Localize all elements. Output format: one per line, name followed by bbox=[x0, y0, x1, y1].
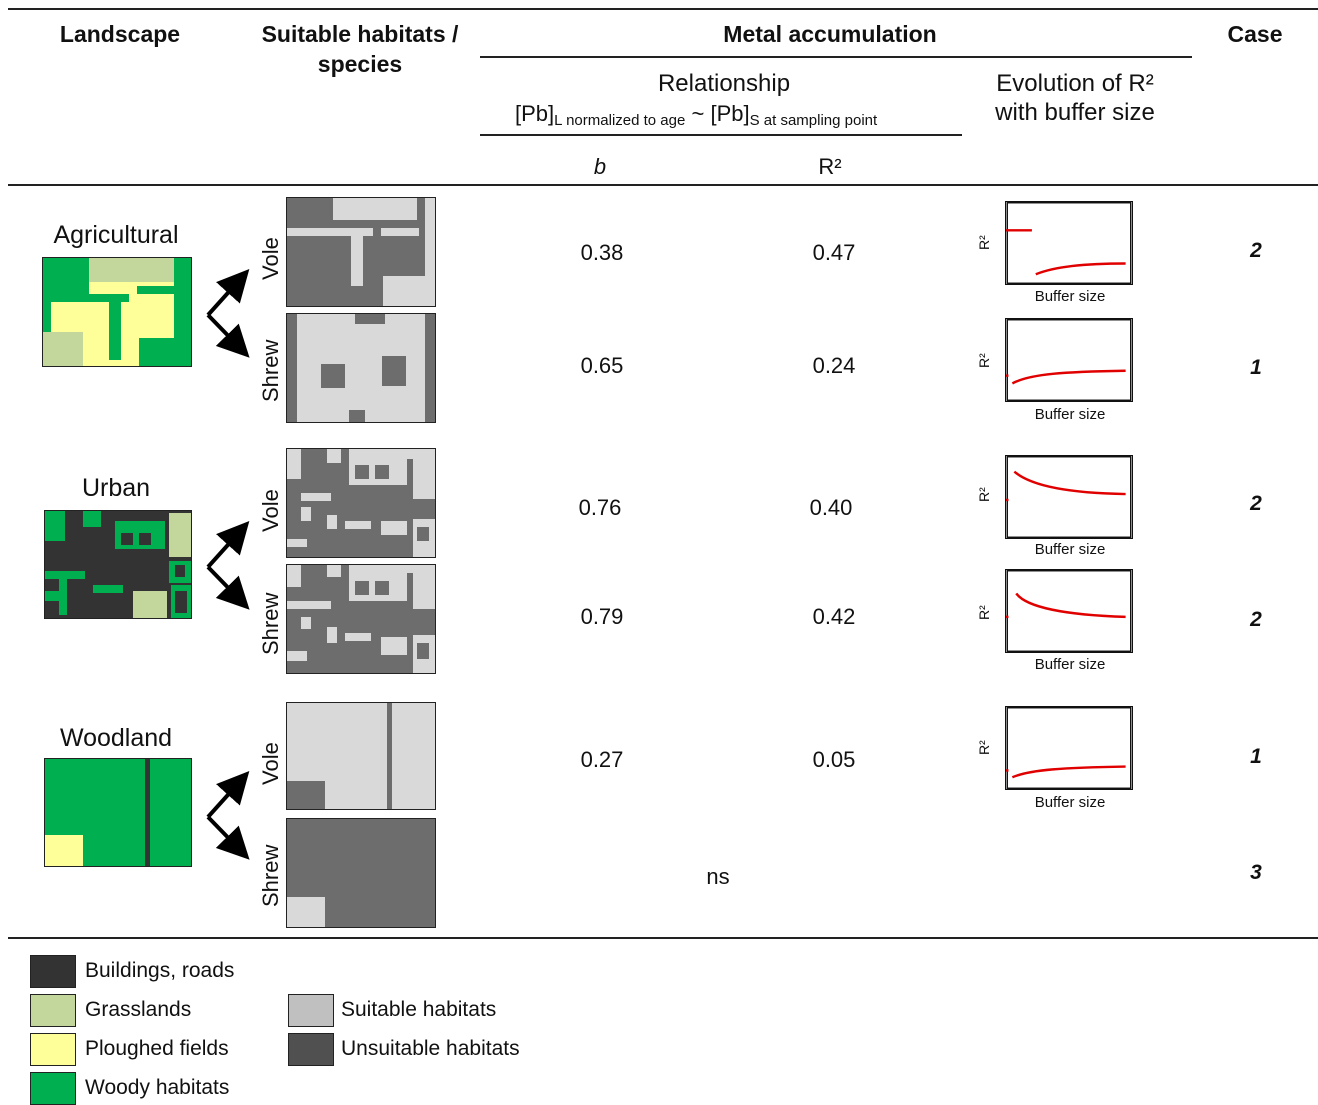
row-urban-vole-r2: 0.40 bbox=[809, 495, 853, 520]
formula-right-sub: S at sampling point bbox=[749, 112, 878, 129]
urban-branch-arrows bbox=[206, 521, 250, 610]
landscape-urban-title: Urban bbox=[81, 474, 151, 502]
mini-chart-2-y-label: R² bbox=[976, 353, 992, 368]
row-agri-shrew-b: 0.65 bbox=[580, 353, 624, 378]
urban-vole-habitat-map bbox=[286, 448, 436, 558]
header-suitable-habitats: Suitable habitats / species bbox=[261, 21, 459, 77]
header-evolution-line1: Evolution of R² bbox=[996, 70, 1154, 97]
legend-swatch-woody bbox=[30, 1072, 76, 1105]
woodland-landscape-map bbox=[44, 758, 192, 867]
row-agri-shrew-r2: 0.24 bbox=[812, 353, 856, 378]
species-label-shrew-woodland: Shrew bbox=[258, 844, 283, 907]
mini-chart-agri-shrew bbox=[1005, 318, 1133, 402]
formula-tilde: ~ bbox=[691, 101, 705, 126]
mini-chart-4-y-label: R² bbox=[976, 605, 992, 620]
mini-chart-3-x-label: Buffer size bbox=[1034, 541, 1106, 558]
urban-shrew-habitat-map bbox=[286, 564, 436, 674]
row-agri-vole-case: 2 bbox=[1250, 239, 1262, 262]
row-wood-shrew-ns: ns bbox=[706, 864, 730, 889]
agricultural-landscape-map bbox=[42, 257, 192, 367]
row-urban-shrew-r2: 0.42 bbox=[812, 604, 856, 629]
relationship-rule bbox=[480, 134, 962, 136]
legend-swatch-ploughed bbox=[30, 1033, 76, 1066]
landscape-woodland-title: Woodland bbox=[59, 724, 173, 752]
row-wood-shrew-case: 3 bbox=[1250, 861, 1262, 884]
woodland-shrew-habitat-map bbox=[286, 818, 436, 928]
woodland-branch-arrows bbox=[206, 771, 250, 860]
mini-chart-1-y-label: R² bbox=[976, 235, 992, 250]
mini-chart-5-x-label: Buffer size bbox=[1034, 794, 1106, 811]
row-wood-vole-b: 0.27 bbox=[580, 747, 624, 772]
mini-chart-5-y-label: R² bbox=[976, 740, 992, 755]
species-label-vole-woodland: Vole bbox=[258, 742, 283, 785]
header-bottom-rule bbox=[8, 184, 1318, 186]
header-case: Case bbox=[1227, 21, 1283, 47]
mini-chart-3-y-label: R² bbox=[976, 487, 992, 502]
header-col-b: b bbox=[593, 154, 607, 179]
mini-chart-5-curve bbox=[1011, 765, 1126, 779]
mini-chart-2-curve bbox=[1011, 369, 1126, 385]
legend-label-buildings: Buildings, roads bbox=[85, 959, 235, 982]
legend-swatch-suitable bbox=[288, 994, 334, 1027]
header-col-r2: R² bbox=[818, 154, 842, 179]
species-label-vole-urban: Vole bbox=[258, 489, 283, 532]
row-urban-vole-b: 0.76 bbox=[578, 495, 622, 520]
urban-landscape-map bbox=[44, 510, 192, 619]
mini-chart-3-curve bbox=[1013, 470, 1126, 496]
header-relationship: Relationship bbox=[657, 70, 791, 97]
row-agri-vole-b: 0.38 bbox=[580, 240, 624, 265]
header-landscape: Landscape bbox=[59, 21, 181, 47]
legend-label-unsuitable: Unsuitable habitats bbox=[341, 1037, 520, 1060]
row-agri-shrew-case: 1 bbox=[1250, 356, 1262, 379]
formula-left: [Pb] bbox=[515, 101, 555, 126]
header-metal-accumulation: Metal accumulation bbox=[723, 21, 937, 47]
species-label-shrew-urban: Shrew bbox=[258, 592, 283, 655]
legend-label-suitable: Suitable habitats bbox=[341, 998, 497, 1021]
legend-label-woody: Woody habitats bbox=[85, 1076, 230, 1099]
woodland-vole-habitat-map bbox=[286, 702, 436, 810]
agricultural-branch-arrows bbox=[206, 269, 250, 358]
mini-chart-1-curve bbox=[1035, 262, 1126, 276]
legend-swatch-buildings bbox=[30, 955, 76, 988]
species-label-shrew-agricultural: Shrew bbox=[258, 339, 283, 402]
mini-chart-2-x-label: Buffer size bbox=[1034, 406, 1106, 423]
header-formula: [Pb]L normalized to age ~ [Pb]S at sampl… bbox=[515, 101, 877, 129]
mini-chart-agri-vole bbox=[1005, 201, 1133, 285]
mini-chart-urban-shrew bbox=[1005, 569, 1133, 653]
agricultural-shrew-habitat-map bbox=[286, 313, 436, 423]
legend-label-ploughed: Ploughed fields bbox=[85, 1037, 229, 1060]
bottom-rule bbox=[8, 937, 1318, 939]
legend-swatch-unsuitable bbox=[288, 1033, 334, 1066]
landscape-agricultural-title: Agricultural bbox=[53, 221, 179, 249]
row-agri-vole-r2: 0.47 bbox=[812, 240, 856, 265]
mini-chart-4-curve bbox=[1015, 592, 1126, 619]
top-rule bbox=[8, 8, 1318, 10]
row-wood-vole-r2: 0.05 bbox=[812, 747, 856, 772]
row-urban-shrew-b: 0.79 bbox=[580, 604, 624, 629]
mini-chart-urban-vole bbox=[1005, 455, 1133, 539]
mini-chart-4-x-label: Buffer size bbox=[1034, 656, 1106, 673]
row-urban-shrew-case: 2 bbox=[1250, 608, 1262, 631]
mini-chart-wood-vole bbox=[1005, 706, 1133, 790]
row-wood-vole-case: 1 bbox=[1250, 745, 1262, 768]
row-urban-vole-case: 2 bbox=[1250, 492, 1262, 515]
species-label-vole-agricultural: Vole bbox=[258, 237, 283, 280]
header-evolution-line2: with buffer size bbox=[995, 99, 1155, 126]
metal-accumulation-rule bbox=[480, 56, 1192, 58]
mini-chart-1-x-label: Buffer size bbox=[1034, 288, 1106, 305]
formula-right: [Pb] bbox=[710, 101, 750, 126]
agricultural-vole-habitat-map bbox=[286, 197, 436, 307]
legend-swatch-grasslands bbox=[30, 994, 76, 1027]
formula-left-sub: L normalized to age bbox=[554, 112, 686, 129]
legend-label-grasslands: Grasslands bbox=[85, 998, 192, 1021]
